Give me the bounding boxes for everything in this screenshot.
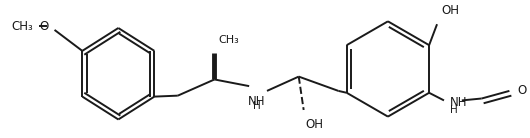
Text: CH₃: CH₃ (218, 35, 239, 45)
Text: NH: NH (450, 96, 467, 109)
Text: H: H (450, 105, 458, 115)
Text: OH: OH (441, 4, 459, 17)
Text: H: H (253, 101, 261, 111)
Text: O: O (517, 84, 527, 97)
Text: NH: NH (249, 95, 266, 108)
Text: CH₃: CH₃ (11, 20, 33, 33)
Text: OH: OH (306, 118, 324, 131)
Text: O: O (39, 20, 49, 33)
